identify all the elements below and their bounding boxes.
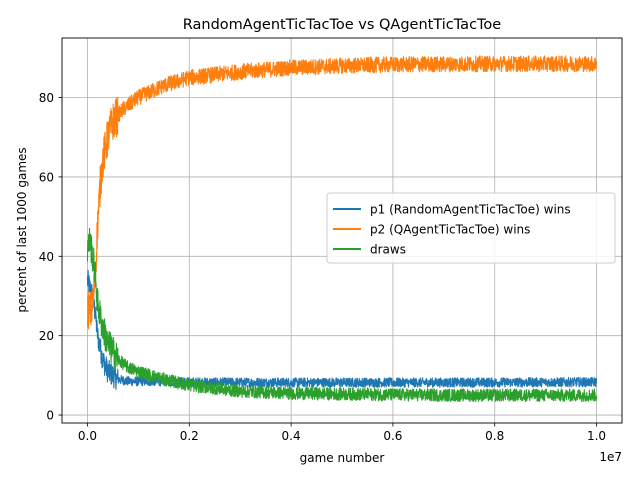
y-tick-label: 20 (39, 329, 54, 343)
x-tick-label: 0.4 (282, 429, 301, 443)
series-line-1 (86, 55, 598, 330)
y-tick-label: 0 (46, 409, 54, 423)
series-layer (86, 55, 598, 403)
x-tick-label: 1.0 (587, 429, 606, 443)
y-tick-label: 60 (39, 170, 54, 184)
legend-label: p1 (RandomAgentTicTacToe) wins (370, 203, 571, 217)
x-axis-title: game number (300, 451, 385, 465)
y-axis-title: percent of last 1000 games (15, 147, 29, 312)
grid-lines (62, 38, 622, 423)
series-line-0 (86, 269, 598, 391)
plot-area-frame (61, 37, 623, 424)
y-axis: 0 20 40 60 80 (39, 91, 62, 423)
x-tick-label: 0.2 (180, 429, 199, 443)
x-tick-label: 0.8 (485, 429, 504, 443)
y-tick-label: 80 (39, 91, 54, 105)
legend: p1 (RandomAgentTicTacToe) wins p2 (QAgent… (326, 192, 616, 264)
chart-title: RandomAgentTicTacToe vs QAgentTicTacToe (183, 17, 502, 33)
y-tick-label: 40 (39, 250, 54, 264)
legend-label: p2 (QAgentTicTacToe) wins (370, 223, 530, 237)
legend-frame (326, 192, 616, 264)
series-line-2 (86, 227, 598, 403)
x-axis: 0.0 0.2 0.4 0.6 0.8 1.0 (78, 423, 606, 443)
x-tick-label: 0.0 (78, 429, 97, 443)
x-axis-offset-label: 1e7 (599, 450, 622, 464)
legend-label: draws (370, 243, 406, 257)
x-tick-label: 0.6 (383, 429, 402, 443)
